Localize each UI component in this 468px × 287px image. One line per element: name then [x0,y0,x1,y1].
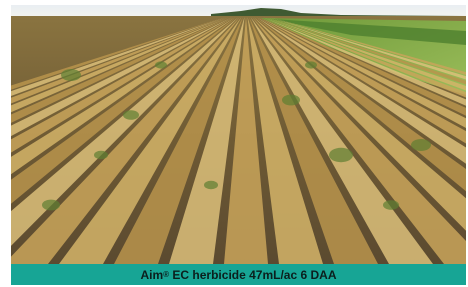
green-patch [383,200,399,210]
green-patch [305,61,317,68]
caption-brand: Aim [141,268,164,282]
green-patch [204,181,218,189]
green-patch [282,95,300,106]
green-patch [61,69,81,81]
page: Aim® EC herbicide 47mL/ac 6 DAA (() => {… [0,0,468,287]
green-patch [329,148,353,162]
caption: Aim® EC herbicide 47mL/ac 6 DAA [11,264,466,285]
green-patch [155,61,167,68]
green-patch [123,110,139,120]
green-patch [411,139,431,151]
green-patch [42,200,60,211]
caption-text: EC herbicide 47mL/ac 6 DAA [172,268,336,282]
field-photo [11,5,466,264]
green-patch [94,151,108,159]
